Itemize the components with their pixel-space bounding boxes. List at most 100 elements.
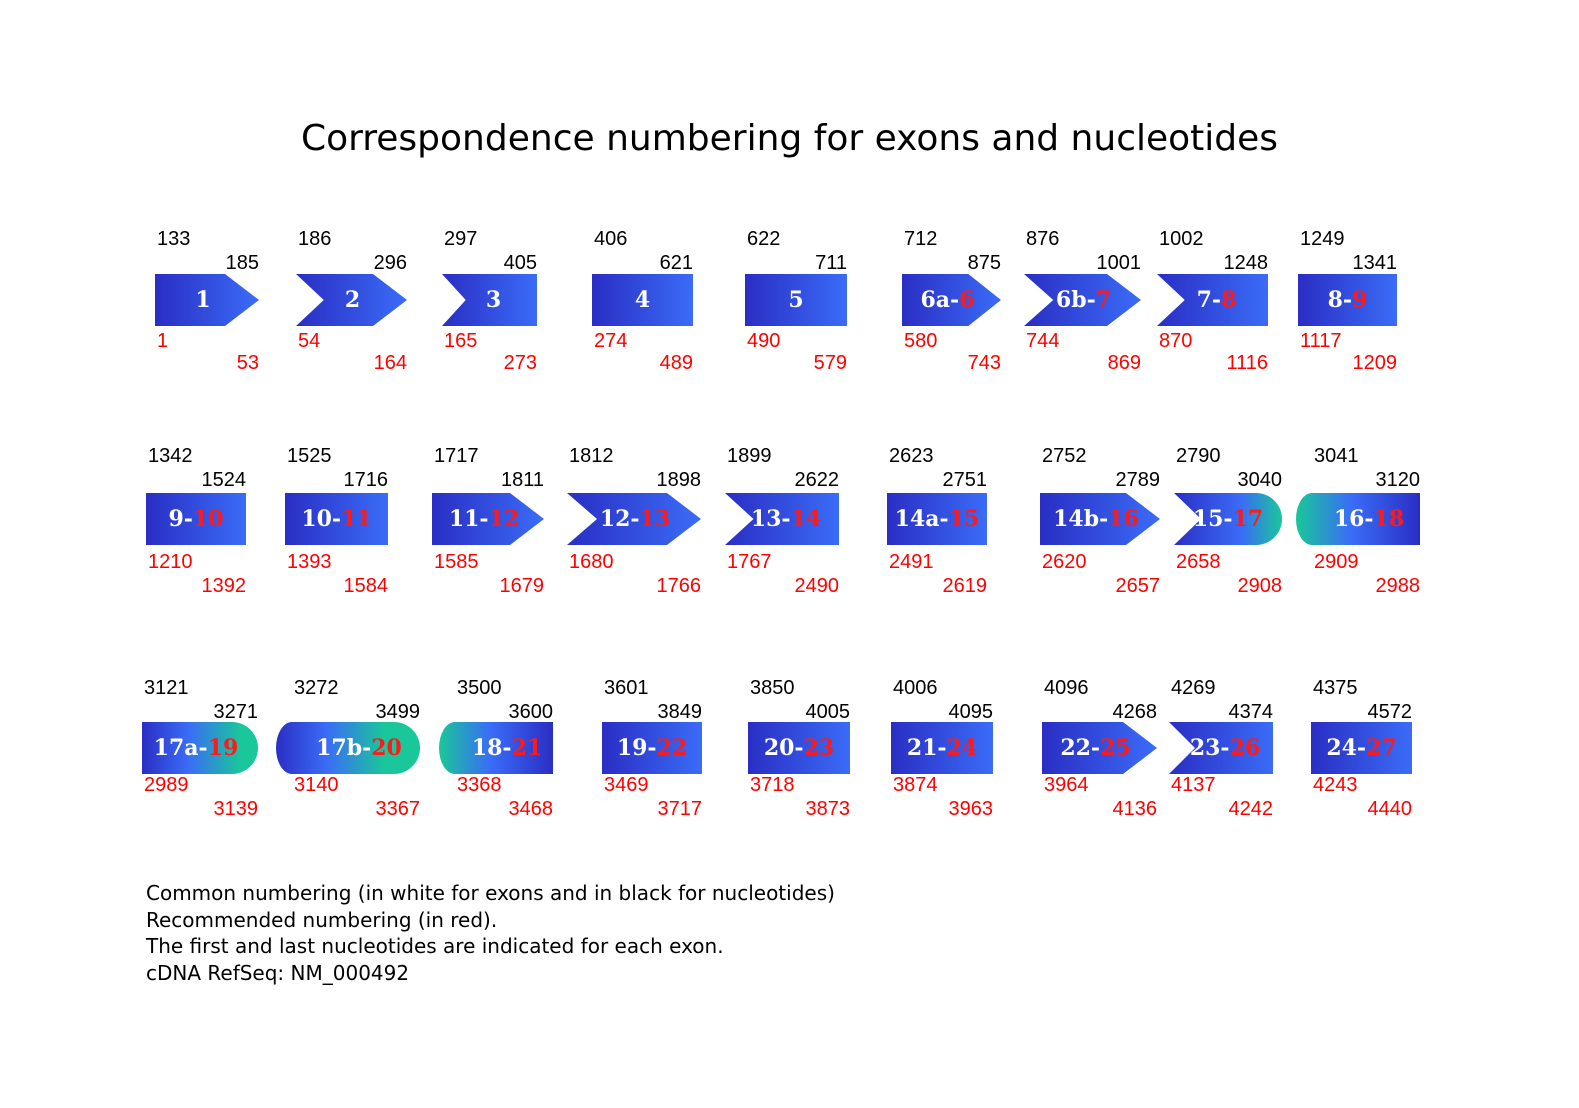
exon-label: 8- 9	[1298, 274, 1397, 326]
exon-common-label: 3	[485, 287, 502, 313]
nucleotide-end-common: 4005	[805, 701, 851, 723]
nucleotide-start-common: 3041	[1314, 445, 1359, 467]
exon-body	[1174, 493, 1282, 545]
exon-recommended-label: 13	[639, 506, 671, 532]
exon-shape: 9- 10	[146, 493, 246, 545]
nucleotide-end-common: 2622	[794, 469, 840, 491]
nucleotide-end-common: 3600	[508, 701, 554, 723]
exon-recommended-label: 12	[488, 506, 520, 532]
exon-common-label: 11-	[448, 506, 489, 532]
nucleotide-start-recommended: 1117	[1300, 330, 1342, 352]
exon-recommended-label: 14	[790, 506, 822, 532]
exon-recommended-label: 23	[803, 735, 835, 761]
exon-body	[296, 274, 407, 326]
nucleotide-end-recommended: 743	[967, 352, 1001, 374]
nucleotide-end-common: 2789	[1115, 469, 1161, 491]
nucleotide-start-recommended: 4243	[1313, 774, 1358, 796]
exon-recommended-label: 17	[1232, 506, 1264, 532]
exon-shape: 21- 24	[891, 722, 993, 774]
nucleotide-start-recommended: 1585	[434, 551, 479, 573]
nucleotide-end-recommended: 164	[373, 352, 407, 374]
exon-shape: 2	[296, 274, 407, 326]
nucleotide-start-recommended: 2989	[144, 774, 189, 796]
exon-shape-svg	[1042, 722, 1157, 774]
nucleotide-start-recommended: 2658	[1176, 551, 1221, 573]
nucleotide-start-recommended: 580	[904, 330, 938, 352]
nucleotide-start-recommended: 2620	[1042, 551, 1087, 573]
nucleotide-end-recommended: 1209	[1352, 352, 1398, 374]
nucleotide-end-recommended: 2657	[1115, 575, 1161, 597]
nucleotide-start-recommended: 165	[444, 330, 478, 352]
exon-label: 2	[296, 274, 407, 326]
nucleotide-start-common: 2623	[889, 445, 934, 467]
nucleotide-end-recommended: 3367	[375, 798, 421, 820]
nucleotide-end-common: 185	[225, 252, 259, 274]
exon-shape: 6b- 7	[1024, 274, 1141, 326]
exon-common-label: 13-	[750, 506, 791, 532]
nucleotide-start-common: 406	[594, 228, 628, 250]
exon-shape: 15- 17	[1174, 493, 1282, 545]
exon-body	[155, 274, 259, 326]
exon-label: 13- 14	[725, 493, 839, 545]
exon-shape-svg	[1311, 722, 1412, 774]
nucleotide-end-recommended: 579	[813, 352, 847, 374]
exon-label: 17b- 20	[292, 722, 420, 774]
nucleotide-end-common: 1248	[1223, 252, 1269, 274]
exon-shape: 7- 8	[1157, 274, 1268, 326]
nucleotide-end-recommended: 3717	[657, 798, 703, 820]
exon-body	[602, 722, 702, 774]
exon-shape-svg	[146, 493, 246, 545]
exon-label: 10- 11	[285, 493, 388, 545]
exon-shape: 18- 21	[439, 722, 553, 774]
nucleotide-start-common: 1002	[1159, 228, 1204, 250]
exon-common-label: 6a-	[920, 287, 960, 313]
exon-label: 12- 13	[567, 493, 701, 545]
nucleotide-end-common: 1716	[343, 469, 389, 491]
exon-common-label: 5	[788, 287, 804, 313]
nucleotide-start-recommended: 1210	[148, 551, 193, 573]
nucleotide-start-common: 133	[157, 228, 191, 250]
legend-line-first-last: The first and last nucleotides are indic…	[146, 934, 724, 958]
nucleotide-start-common: 3601	[604, 677, 649, 699]
exon-body	[887, 493, 987, 545]
exon-shape: 11- 12	[432, 493, 544, 545]
exon-common-label: 22-	[1060, 735, 1101, 761]
exon-recommended-label: 11	[341, 506, 372, 532]
exon-recommended-label: 16	[1108, 506, 1139, 532]
legend-line-recommended: Recommended numbering (in red).	[146, 907, 498, 932]
nucleotide-start-recommended: 54	[298, 330, 321, 352]
exon-common-label: 17a-	[153, 735, 208, 761]
nucleotide-end-common: 875	[967, 252, 1001, 274]
exon-common-label: 4	[634, 287, 651, 313]
exon-recommended-label: 7	[1095, 287, 1112, 313]
exon-label: 9- 10	[146, 493, 246, 545]
nucleotide-start-common: 1899	[727, 445, 772, 467]
nucleotide-start-common: 297	[444, 228, 478, 250]
exon-common-label: 14a-	[894, 506, 949, 532]
exon-shape-svg	[1024, 274, 1141, 326]
exon-common-label: 1	[195, 287, 211, 313]
exon-label: 4	[592, 274, 693, 326]
exon-recommended-label: 26	[1229, 735, 1261, 761]
exon-shape: 6a- 6	[902, 274, 1001, 326]
nucleotide-end-common: 3499	[375, 701, 421, 723]
nucleotide-start-recommended: 3368	[457, 774, 502, 796]
nucleotide-start-common: 2752	[1042, 445, 1087, 467]
exon-body	[1040, 493, 1160, 545]
exon-recommended-label: 6	[959, 287, 975, 313]
exon-recommended-label: 20	[371, 735, 402, 761]
exon-shape-svg	[887, 493, 987, 545]
exon-common-label: 16-	[1333, 506, 1374, 532]
exon-recommended-label: 25	[1100, 735, 1131, 761]
exon-label: 11- 12	[432, 493, 544, 545]
nucleotide-end-common: 711	[815, 252, 847, 274]
nucleotide-end-recommended: 1584	[343, 575, 389, 597]
exon-label: 6b- 7	[1024, 274, 1141, 326]
nucleotide-start-common: 186	[298, 228, 332, 250]
exon-recommended-label: 8	[1221, 287, 1237, 313]
nucleotide-start-recommended: 1	[157, 330, 169, 352]
exon-recommended-label: 22	[656, 735, 688, 761]
exon-shape: 19- 22	[602, 722, 702, 774]
nucleotide-end-recommended: 2988	[1375, 575, 1421, 597]
exon-shape-svg	[439, 722, 553, 774]
